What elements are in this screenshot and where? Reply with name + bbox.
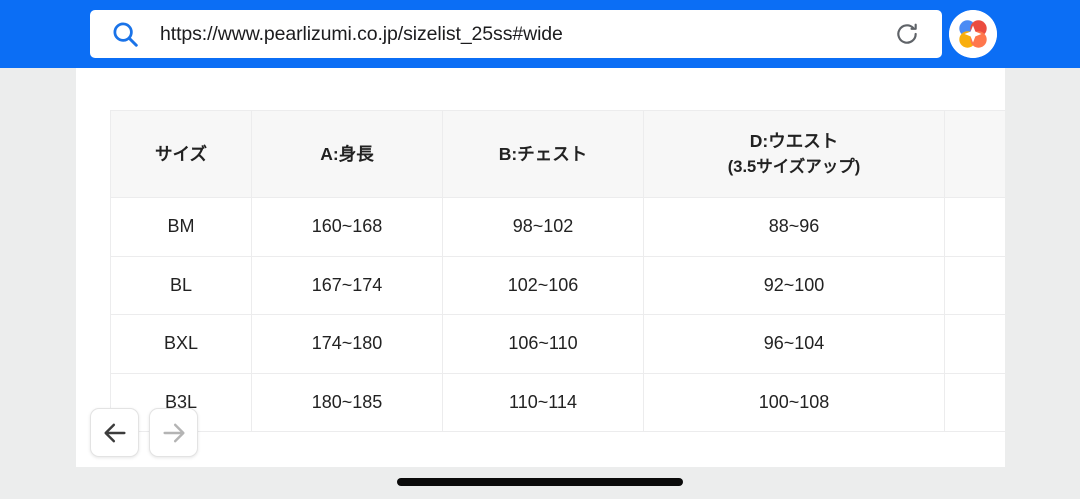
home-indicator[interactable]: [397, 478, 683, 486]
table-body: BM 160~168 98~102 88~96 BL 167~174 102~1…: [110, 197, 1005, 432]
arrow-left-icon[interactable]: [101, 419, 129, 447]
web-page-viewport[interactable]: ▪ ▪ ▪▪ サイズ A:身長 B:チェスト D:ウエスト (3.5サイズアップ…: [76, 68, 1005, 467]
history-navigation: [90, 408, 198, 457]
url-text[interactable]: https://www.pearlizumi.co.jp/sizelist_25…: [160, 22, 563, 45]
cell-f: [944, 314, 1005, 374]
cell-chest: 102~106: [442, 255, 644, 315]
size-chart-table: サイズ A:身長 B:チェスト D:ウエスト (3.5サイズアップ) F: [110, 110, 1005, 432]
search-icon[interactable]: [110, 19, 140, 49]
cell-f: [944, 255, 1005, 315]
address-bar[interactable]: https://www.pearlizumi.co.jp/sizelist_25…: [90, 10, 942, 58]
table-row: BM 160~168 98~102 88~96: [110, 197, 1005, 257]
column-header-waist-sublabel: (3.5サイズアップ): [727, 158, 861, 176]
cell-chest: 110~114: [442, 372, 644, 432]
cell-height: 167~174: [251, 255, 443, 315]
table-row: BXL 174~180 106~110 96~104: [110, 314, 1005, 374]
browser-toolbar: https://www.pearlizumi.co.jp/sizelist_25…: [0, 0, 1080, 68]
cell-height: 180~185: [251, 372, 443, 432]
table-row: B3L 180~185 110~114 100~108: [110, 372, 1005, 432]
column-header-size-label: サイズ: [155, 144, 207, 164]
cell-size: BXL: [110, 314, 252, 374]
back-button[interactable]: [90, 408, 139, 457]
column-header-f: F: [944, 110, 1005, 198]
cell-f: [944, 197, 1005, 257]
column-header-waist: D:ウエスト (3.5サイズアップ): [643, 110, 945, 198]
reload-icon[interactable]: [894, 21, 920, 47]
column-header-height: A:身長: [251, 110, 443, 198]
column-header-chest-label: B:チェスト: [498, 144, 588, 164]
table-row: BL 167~174 102~106 92~100: [110, 255, 1005, 315]
cell-waist: 100~108: [643, 372, 945, 432]
column-header-waist-label: D:ウエスト: [749, 131, 839, 151]
table-header-row: サイズ A:身長 B:チェスト D:ウエスト (3.5サイズアップ) F: [110, 110, 1005, 198]
cell-size: BM: [110, 197, 252, 257]
clipped-text-above-table: ▪ ▪ ▪▪: [110, 68, 176, 73]
cell-waist: 88~96: [643, 197, 945, 257]
cell-chest: 106~110: [442, 314, 644, 374]
cell-height: 174~180: [251, 314, 443, 374]
cell-f: [944, 372, 1005, 432]
column-header-height-label: A:身長: [320, 144, 374, 164]
table-header: サイズ A:身長 B:チェスト D:ウエスト (3.5サイズアップ) F: [110, 110, 1005, 198]
profile-avatar-icon[interactable]: [949, 10, 997, 58]
column-header-size: サイズ: [110, 110, 252, 198]
arrow-right-icon[interactable]: [160, 419, 188, 447]
cell-chest: 98~102: [442, 197, 644, 257]
cell-height: 160~168: [251, 197, 443, 257]
forward-button[interactable]: [149, 408, 198, 457]
cell-size: BL: [110, 255, 252, 315]
cell-waist: 92~100: [643, 255, 945, 315]
column-header-chest: B:チェスト: [442, 110, 644, 198]
cell-waist: 96~104: [643, 314, 945, 374]
